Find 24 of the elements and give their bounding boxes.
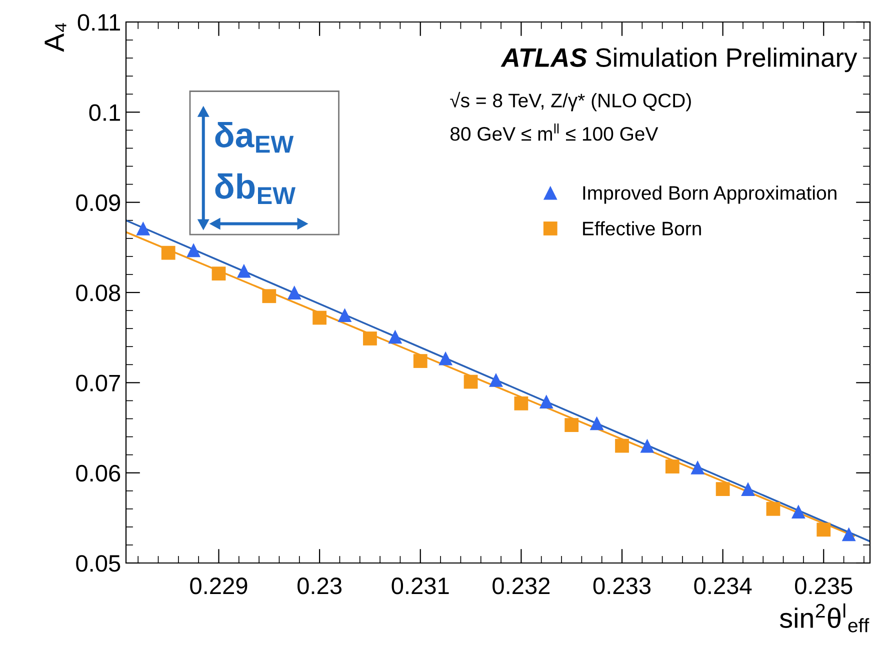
annotation: 80 GeV ≤ m$^{ll}$ ≤ 100 GeV [450, 124, 658, 141]
y-axis-title: A₄ [44, 23, 66, 52]
y-tick-label: 0.06 [76, 464, 120, 482]
x-tick-label: 0.229 [190, 578, 248, 594]
y-tick-label: 0.1 [89, 104, 120, 121]
annotation: δa$_{EW}$ [215, 122, 294, 153]
y-tick-label: 0.09 [76, 194, 120, 212]
y-tick-label: 0.08 [76, 284, 120, 302]
x-tick-label: 0.23 [298, 578, 342, 594]
x-axis-title: sin$^{2}$θ$^{l}$$_{eff}$ [780, 603, 870, 632]
x-tick-label: 0.235 [795, 578, 852, 594]
annotation: √s = 8 TeV, Z/γ* (NLO QCD) [450, 92, 691, 112]
y-tick-label: 0.11 [78, 14, 120, 31]
y-tick-label: 0.05 [76, 555, 120, 572]
x-tick-label: 0.231 [392, 578, 449, 594]
annotation: δb$_{EW}$ [215, 173, 296, 204]
legend-label: Improved Born Approximation [583, 186, 836, 204]
x-tick-label: 0.232 [492, 578, 550, 594]
annotation: ATLAS [500, 48, 588, 67]
annotation: Simulation Preliminary [596, 48, 858, 72]
x-tick-label: 0.233 [593, 578, 651, 594]
x-tick-label: 0.234 [694, 578, 752, 594]
y-tick-label: 0.07 [76, 374, 120, 392]
legend-label: Effective Born [583, 221, 701, 236]
